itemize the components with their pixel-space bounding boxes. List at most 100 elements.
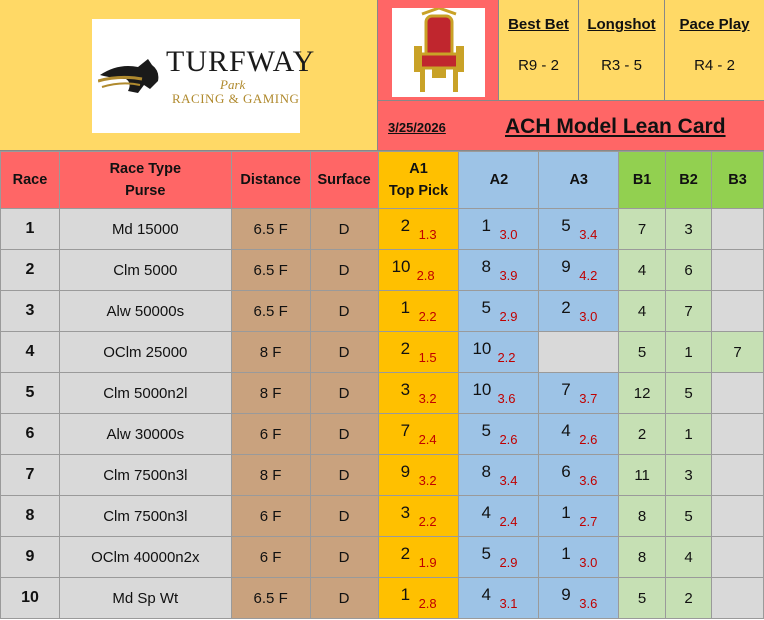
b2-pick: 5 [665, 495, 712, 537]
race-type: Md 15000 [58, 208, 232, 250]
distance: 6.5 F [230, 290, 311, 332]
a3-pick: 5 3.4 [538, 208, 620, 250]
a2-pick-odds: 3.4 [499, 473, 518, 488]
a3-pick-horse: 1 [561, 544, 571, 563]
surface: D [309, 495, 379, 537]
distance: 8 F [230, 372, 311, 414]
a2-pick-odds: 2.6 [499, 432, 518, 447]
a3-pick-content [539, 330, 618, 370]
a3-pick-content: 1 2.7 [539, 494, 618, 534]
race-type: Alw 30000s [58, 413, 232, 455]
longshot-cell: Longshot R3 - 5 [579, 0, 665, 100]
b2-pick: 2 [665, 577, 712, 619]
a1-pick-content: 1 2.2 [379, 289, 459, 329]
b3-pick [710, 495, 764, 537]
a1-pick-odds: 2.2 [418, 309, 437, 324]
b1-pick: 4 [618, 290, 667, 332]
pace-play-value: R4 - 2 [694, 57, 735, 74]
a3-pick-horse: 4 [561, 421, 571, 440]
b1-pick: 8 [618, 495, 667, 537]
a3-pick: 6 3.6 [538, 454, 620, 496]
col-a1-line1: A1 [409, 161, 428, 177]
logo-line-1: TURFWAY [166, 45, 316, 78]
a1-pick-content: 9 3.2 [379, 453, 459, 493]
col-race: Race [0, 151, 60, 209]
b2-pick: 7 [665, 290, 712, 332]
race-type: Clm 5000n2l [58, 372, 232, 414]
col-b1: B1 [618, 151, 667, 209]
a3-pick-odds: 3.4 [579, 227, 598, 242]
a2-pick: 1 3.0 [458, 207, 540, 250]
table-row: 10 Md Sp Wt 6.5 F D 1 2.8 4 3.1 9 3.6 5 2 [0, 576, 764, 619]
distance: 6.5 F [230, 208, 311, 250]
a3-pick: 1 3.0 [538, 536, 620, 578]
a2-pick-content: 5 2.9 [459, 289, 538, 329]
a2-pick-horse: 5 [481, 421, 491, 440]
a1-pick-horse: 2 [400, 339, 411, 358]
a2-pick-odds: 2.4 [499, 514, 518, 529]
card-date: 3/25/2026 [388, 120, 446, 135]
a3-pick: 9 3.6 [538, 577, 620, 619]
race-number: 1 [0, 208, 60, 250]
a2-pick-odds: 2.9 [499, 555, 518, 570]
a1-pick: 1 2.8 [377, 576, 460, 619]
surface: D [309, 290, 379, 332]
a2-pick-content: 5 2.9 [459, 535, 538, 575]
distance: 6.5 F [230, 577, 311, 619]
a2-pick-content: 5 2.6 [459, 412, 538, 452]
b2-pick: 3 [665, 208, 712, 250]
table-row: 5 Clm 5000n2l 8 F D 3 3.2 10 3.6 7 3.7 12 5 [0, 371, 764, 414]
col-race-type: Race Type Purse [58, 151, 232, 209]
race-number: 2 [0, 249, 60, 291]
a3-pick: 2 3.0 [538, 290, 620, 332]
a3-pick-horse: 2 [561, 298, 571, 317]
a1-pick-odds: 3.2 [418, 473, 437, 488]
col-b3: B3 [710, 151, 764, 209]
a2-pick-horse: 5 [481, 298, 491, 317]
surface: D [309, 372, 379, 414]
b1-pick: 7 [618, 208, 667, 250]
col-a1-line2: Top Pick [388, 183, 449, 199]
surface: D [309, 413, 379, 455]
a1-pick-odds: 1.9 [418, 555, 437, 570]
a2-pick-content: 10 2.2 [459, 330, 538, 370]
race-number: 7 [0, 454, 60, 496]
b3-pick [710, 290, 764, 332]
a2-pick-content: 4 2.4 [459, 494, 538, 534]
a1-pick: 7 2.4 [377, 412, 460, 455]
a1-pick-odds: 1.3 [418, 227, 437, 242]
a3-pick-odds: 2.6 [579, 432, 598, 447]
a3-pick [538, 330, 620, 373]
a1-pick-odds: 2.4 [418, 432, 437, 447]
b2-pick: 1 [665, 413, 712, 455]
a1-pick-content: 10 2.8 [379, 248, 459, 288]
col-a1: A1 Top Pick [377, 151, 460, 209]
a2-pick: 8 3.9 [458, 249, 540, 291]
title-row: 3/25/2026 ACH Model Lean Card [378, 100, 764, 151]
b1-pick: 5 [618, 577, 667, 619]
a2-pick: 8 3.4 [458, 453, 540, 496]
a1-pick-odds: 3.2 [418, 391, 437, 406]
header-row: Race Race Type Purse Distance Surface A1… [0, 151, 764, 209]
distance: 6 F [230, 495, 311, 537]
a3-pick-odds: 3.0 [579, 555, 598, 570]
a2-pick-content: 4 3.1 [459, 576, 538, 616]
a1-pick-content: 1 2.8 [379, 576, 459, 616]
horse-head-icon [98, 59, 159, 93]
distance: 8 F [230, 454, 311, 496]
best-bet-value: R9 - 2 [518, 57, 559, 74]
race-type: Clm 7500n3l [58, 495, 232, 537]
col-distance: Distance [230, 151, 311, 209]
a1-pick-content: 3 3.2 [379, 371, 459, 411]
col-race-type-line1: Race Type [109, 161, 182, 177]
a1-pick-odds: 2.2 [418, 514, 437, 529]
a1-pick-horse: 2 [400, 544, 411, 563]
col-a3: A3 [538, 151, 620, 209]
a2-pick-content: 1 3.0 [459, 207, 538, 247]
b1-pick: 2 [618, 413, 667, 455]
a2-pick-content: 8 3.4 [459, 453, 538, 493]
a3-pick-odds: 3.6 [579, 473, 598, 488]
distance: 8 F [230, 331, 311, 373]
table-body: 1 Md 15000 6.5 F D 2 1.3 1 3.0 5 3.4 7 3 2 Clm 5000 6.… [0, 207, 764, 619]
a1-pick-content: 7 2.4 [379, 412, 459, 452]
